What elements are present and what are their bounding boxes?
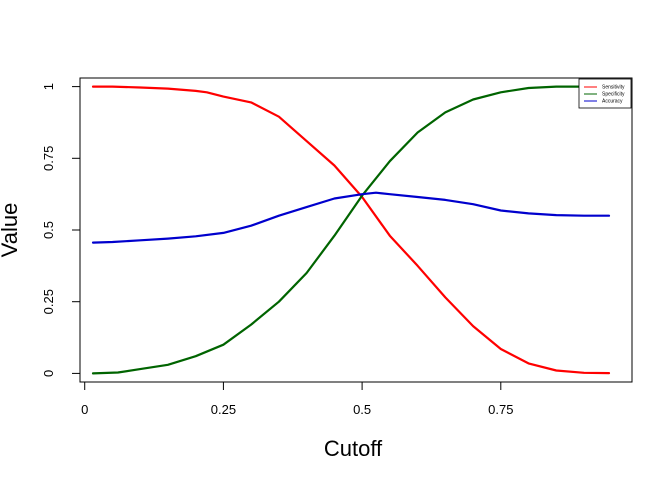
x-tick-label: 0.5	[353, 402, 371, 417]
y-tick-label: 0.5	[41, 221, 56, 239]
legend-label-accuracy: Accuracy	[602, 99, 623, 105]
x-tick-label: 0.75	[488, 402, 513, 417]
series-line-specificity	[91, 85, 611, 375]
series-layer	[91, 85, 611, 375]
x-tick-label: 0	[81, 402, 88, 417]
x-axis: 0 0.25 0.5 0.75	[81, 381, 513, 417]
series-line-sensitivity	[91, 85, 611, 375]
legend-label-sensitivity: Sensitivity	[602, 85, 625, 91]
y-tick-label: 0.25	[41, 289, 56, 314]
x-axis-title: Cutoff	[324, 436, 383, 461]
plot-frame	[79, 77, 633, 383]
series-line-accuracy	[91, 191, 611, 244]
y-tick-label: 0	[41, 370, 56, 377]
y-axis: 0 0.25 0.5 0.75 1	[41, 83, 81, 377]
x-tick-label: 0.25	[211, 402, 236, 417]
y-axis-title: Value	[0, 203, 22, 258]
y-tick-label: 1	[41, 83, 56, 90]
y-tick-label: 0.75	[41, 146, 56, 171]
legend-label-specificity: Specificity	[602, 92, 625, 98]
